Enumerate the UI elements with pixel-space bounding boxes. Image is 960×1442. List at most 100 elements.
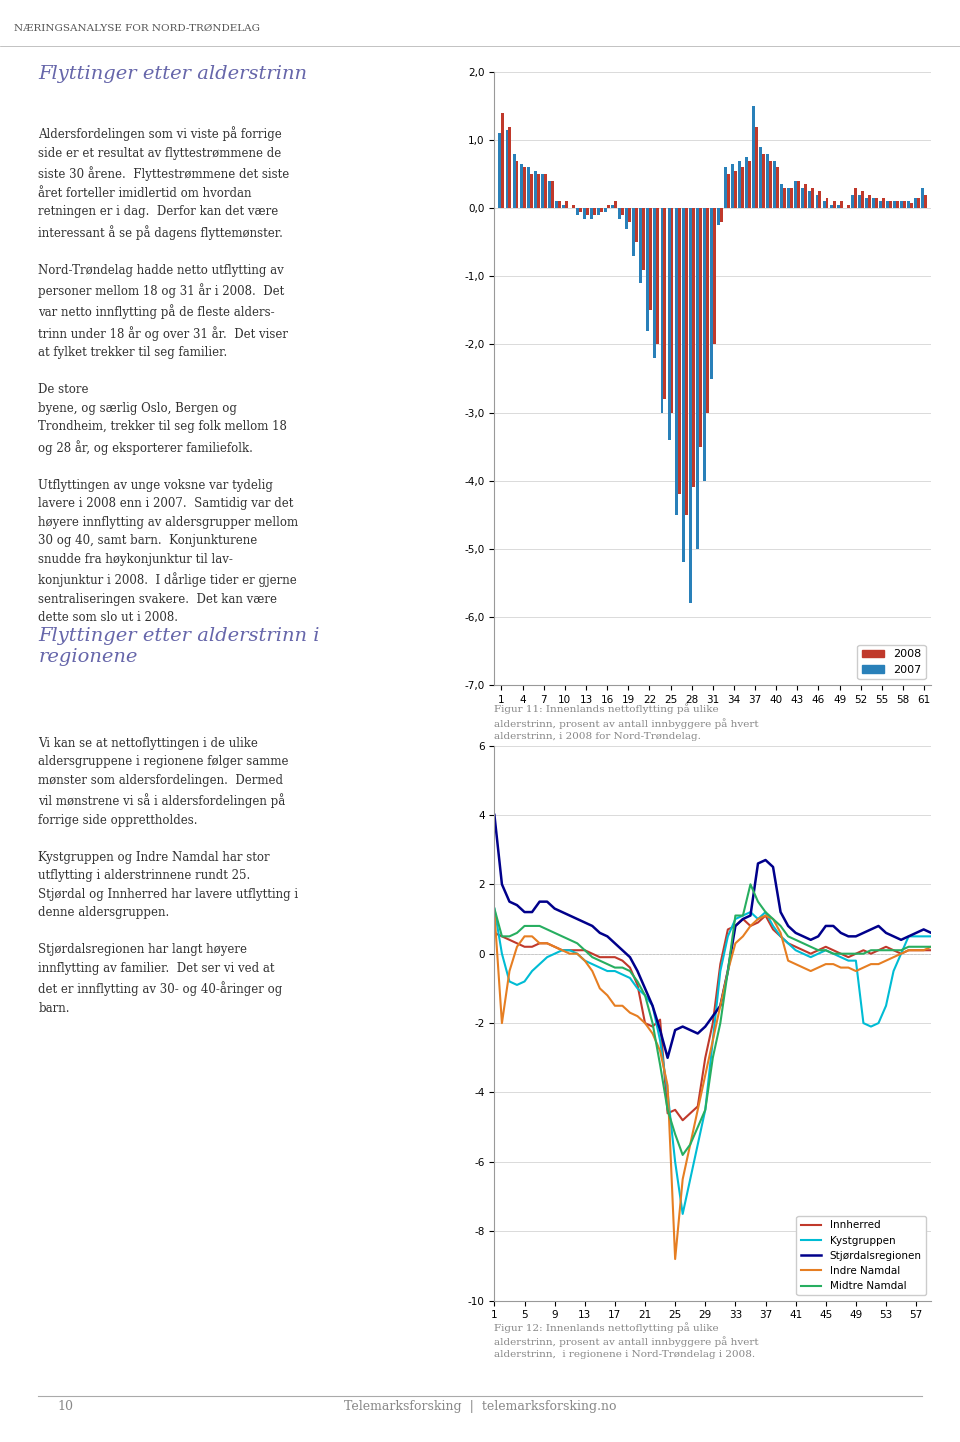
Bar [914,198,917,208]
Text: Vi kan se at nettoflyttingen i de ulike
aldersgruppene i regionene følger samme
: Vi kan se at nettoflyttingen i de ulike … [38,737,299,1015]
Bar [872,198,875,208]
Bar [691,208,695,487]
Bar [745,157,748,208]
Bar [889,202,892,208]
Bar [618,208,621,219]
Bar [893,202,896,208]
Bar [875,198,877,208]
Bar [513,154,516,208]
Bar [590,208,593,219]
Bar [646,208,649,330]
Bar [663,208,666,399]
Bar [519,164,522,208]
Legend: Innherred, Kystgruppen, Stjørdalsregionen, Indre Namdal, Midtre Namdal: Innherred, Kystgruppen, Stjørdalsregione… [797,1216,926,1295]
Bar [675,208,678,515]
Bar [667,208,670,440]
Bar [501,112,504,208]
Bar [639,208,642,283]
Bar [696,208,699,549]
Text: Flyttinger etter alderstrinn: Flyttinger etter alderstrinn [38,65,307,82]
Bar [628,208,632,222]
Bar [703,208,706,480]
Bar [804,185,807,208]
Bar [769,160,772,208]
Bar [548,182,551,208]
Bar [811,187,814,208]
Bar [660,208,663,412]
Bar [534,170,537,208]
Bar [766,154,769,208]
Bar [900,202,903,208]
Bar [837,205,840,208]
Bar [564,202,567,208]
Bar [907,202,910,208]
Text: Telemarksforsking  |  telemarksforsking.no: Telemarksforsking | telemarksforsking.no [344,1400,616,1413]
Bar [924,195,927,208]
Text: 10: 10 [58,1400,74,1413]
Bar [734,170,737,208]
Bar [773,160,777,208]
Bar [706,208,708,412]
Bar [670,208,674,412]
Bar [886,202,889,208]
Bar [551,182,554,208]
Bar [752,107,756,208]
Bar [802,187,804,208]
Bar [540,174,543,208]
Bar [724,167,727,208]
Bar [910,203,913,208]
Bar [572,205,575,208]
Bar [819,192,822,208]
Bar [657,208,660,345]
Bar [600,208,603,212]
Bar [790,187,793,208]
Bar [562,205,564,208]
Bar [815,195,819,208]
Bar [579,208,582,212]
Bar [684,208,687,515]
Bar [636,208,638,242]
Bar [829,205,832,208]
Bar [682,208,684,562]
Bar [498,134,501,208]
Bar [787,187,790,208]
Bar [808,192,811,208]
Bar [607,205,611,208]
Bar [509,127,512,208]
Text: Aldersfordelingen som vi viste på forrige
side er et resultat av flyttestrømmene: Aldersfordelingen som vi viste på forrig… [38,127,299,624]
Bar [558,202,561,208]
Bar [688,208,691,603]
Bar [612,205,614,208]
Bar [731,164,734,208]
Bar [741,167,744,208]
Text: Figur 12: Innenlands nettoflytting på ulike
alderstrinn, prosent av antall innby: Figur 12: Innenlands nettoflytting på ul… [494,1322,759,1360]
Bar [720,208,723,222]
Bar [625,208,628,229]
Bar [777,167,780,208]
Bar [712,208,716,345]
Bar [780,185,783,208]
Bar [882,198,885,208]
Bar [748,160,751,208]
Bar [597,208,600,215]
Bar [847,205,850,208]
Bar [896,202,899,208]
Bar [879,202,882,208]
Bar [709,208,712,379]
Bar [576,208,579,215]
Bar [840,202,843,208]
Bar [699,208,702,447]
Bar [527,167,530,208]
Bar [738,160,741,208]
Bar [506,130,509,208]
Bar [621,208,624,215]
Bar [851,195,853,208]
Bar [593,208,596,215]
Bar [832,202,835,208]
Bar [604,208,607,212]
Bar [903,202,906,208]
Text: Figur 11: Innenlands nettoflytting på ulike
alderstrinn, prosent av antall innby: Figur 11: Innenlands nettoflytting på ul… [494,704,759,741]
Bar [868,195,871,208]
Bar [865,198,868,208]
Bar [727,174,730,208]
